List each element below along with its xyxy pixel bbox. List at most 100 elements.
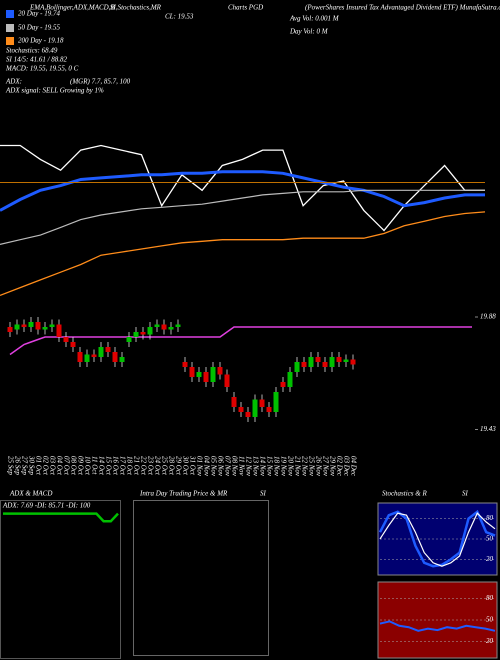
x-tick-label: 13 Nov (251, 456, 259, 477)
annotation: ADX signal: SELL Growing by 1% (5, 87, 104, 95)
candle-body (84, 354, 90, 362)
x-tick-label: 18 Oct (125, 456, 133, 476)
x-tick-label: 27 Sep (20, 456, 28, 475)
x-tick-label: 11 Nov (237, 456, 245, 476)
candle-body (42, 327, 48, 330)
candle-body (49, 324, 55, 327)
x-tick-label: 04 Nov (202, 456, 210, 477)
candle-body (14, 324, 20, 330)
candle-body (154, 324, 160, 327)
x-tick-label: 04 Dec (349, 456, 357, 477)
candle-body (259, 399, 265, 407)
legend-swatch (6, 10, 14, 18)
x-tick-label: 25 Nov (307, 456, 315, 477)
candle-body (350, 359, 356, 365)
candle-body (126, 337, 132, 342)
annotation: Stochastics: 68.49 (6, 47, 58, 55)
candle-body (308, 357, 314, 367)
y-tick-label: 50 (486, 535, 494, 543)
candle-body (56, 324, 62, 337)
y-tick-label: 20 (486, 637, 494, 645)
x-tick-label: 25 Sep (6, 456, 14, 475)
candle-body (273, 392, 279, 412)
candle-body (315, 357, 321, 362)
x-tick-label: 12 Nov (244, 456, 252, 477)
x-tick-label: 07 Nov (223, 456, 231, 477)
series-line (379, 512, 496, 567)
candle-body (196, 372, 202, 377)
legend-label: 200 Day - 19.18 (18, 37, 64, 45)
x-tick-label: 22 Nov (300, 456, 308, 477)
x-tick-label: 14 Oct (97, 456, 105, 476)
y-tick-label: 80 (486, 594, 494, 602)
candle-body (301, 362, 307, 367)
candle-body (63, 337, 69, 342)
panel-annotation: SI (260, 490, 267, 498)
panel-subtitle: ADX: 7.69 -DI: 85.71 -DI: 100 (2, 502, 91, 510)
candle-body (119, 357, 125, 362)
y-tick-label: 80 (486, 514, 494, 522)
candle-body (70, 342, 76, 347)
candle-body (210, 367, 216, 382)
annotation: Avg Vol: 0.001 M (289, 15, 340, 23)
x-tick-label: 17 Oct (118, 456, 126, 476)
y-tick-label: 19.88 (480, 313, 496, 321)
x-tick-label: 01 Nov (195, 456, 203, 477)
x-tick-label: 15 Nov (265, 456, 273, 477)
y-tick-label: 50 (486, 616, 494, 624)
candle-body (35, 322, 41, 330)
legend-label: 50 Day - 19.55 (18, 24, 60, 32)
x-tick-label: 28 Oct (167, 456, 175, 476)
candle-body (91, 354, 97, 357)
candle-body (329, 357, 335, 367)
annotation: SI 14/5: 41.61 / 88.82 (6, 56, 68, 64)
intraday-panel (133, 500, 269, 656)
candle-body (189, 367, 195, 377)
x-tick-label: 27 Nov (321, 456, 329, 477)
x-tick-label: 06 Nov (216, 456, 224, 477)
x-tick-label: 24 Oct (153, 456, 161, 476)
candle-body (322, 362, 328, 367)
candle-body (147, 327, 153, 335)
candle-body (245, 412, 251, 417)
x-tick-label: 18 Nov (272, 456, 280, 477)
x-tick-label: 19 Nov (279, 456, 287, 477)
series-line (3, 512, 119, 523)
x-tick-label: 16 Oct (111, 456, 119, 476)
candle-body (168, 327, 174, 330)
candle-body (175, 324, 181, 327)
series-line (0, 189, 485, 245)
x-tick-label: 09 Oct (76, 456, 84, 476)
x-tick-label: 02 Oct (41, 456, 49, 476)
candle-body (294, 362, 300, 372)
candle-body (280, 382, 286, 387)
x-tick-label: 29 Oct (174, 456, 182, 476)
x-tick-label: 25 Oct (160, 456, 168, 476)
candle-body (343, 359, 349, 362)
x-tick-label: 22 Oct (139, 456, 147, 476)
candle-body (105, 347, 111, 352)
x-tick-label: 21 Oct (132, 456, 140, 476)
x-tick-label: 20 Nov (286, 456, 294, 477)
x-tick-label: 07 Oct (62, 456, 70, 476)
x-tick-label: 15 Oct (104, 456, 112, 476)
legend-swatch (6, 24, 14, 32)
series-line (0, 170, 485, 212)
candle-body (252, 399, 258, 417)
annotation: MACD: 19.55, 19.55, 0 C (5, 65, 79, 73)
annotation: SI,Stochastics,MR (110, 4, 162, 12)
x-tick-label: 14 Nov (258, 456, 266, 477)
candle-body (21, 324, 27, 327)
x-tick-label: 11 Oct (90, 456, 98, 475)
annotation: CL: 19.53 (165, 13, 194, 21)
candle-body (28, 322, 34, 327)
annotation: EMA,Bollinger,ADX,MACD,B (29, 4, 115, 12)
candle-body (161, 324, 167, 330)
x-tick-label: 31 Oct (188, 455, 196, 476)
panel-title: Intra Day Trading Price & MR (139, 490, 228, 498)
candle-body (287, 372, 293, 387)
candle-body (224, 374, 230, 387)
legend-label: 20 Day - 19.74 (18, 10, 60, 18)
candle-body (231, 397, 237, 407)
